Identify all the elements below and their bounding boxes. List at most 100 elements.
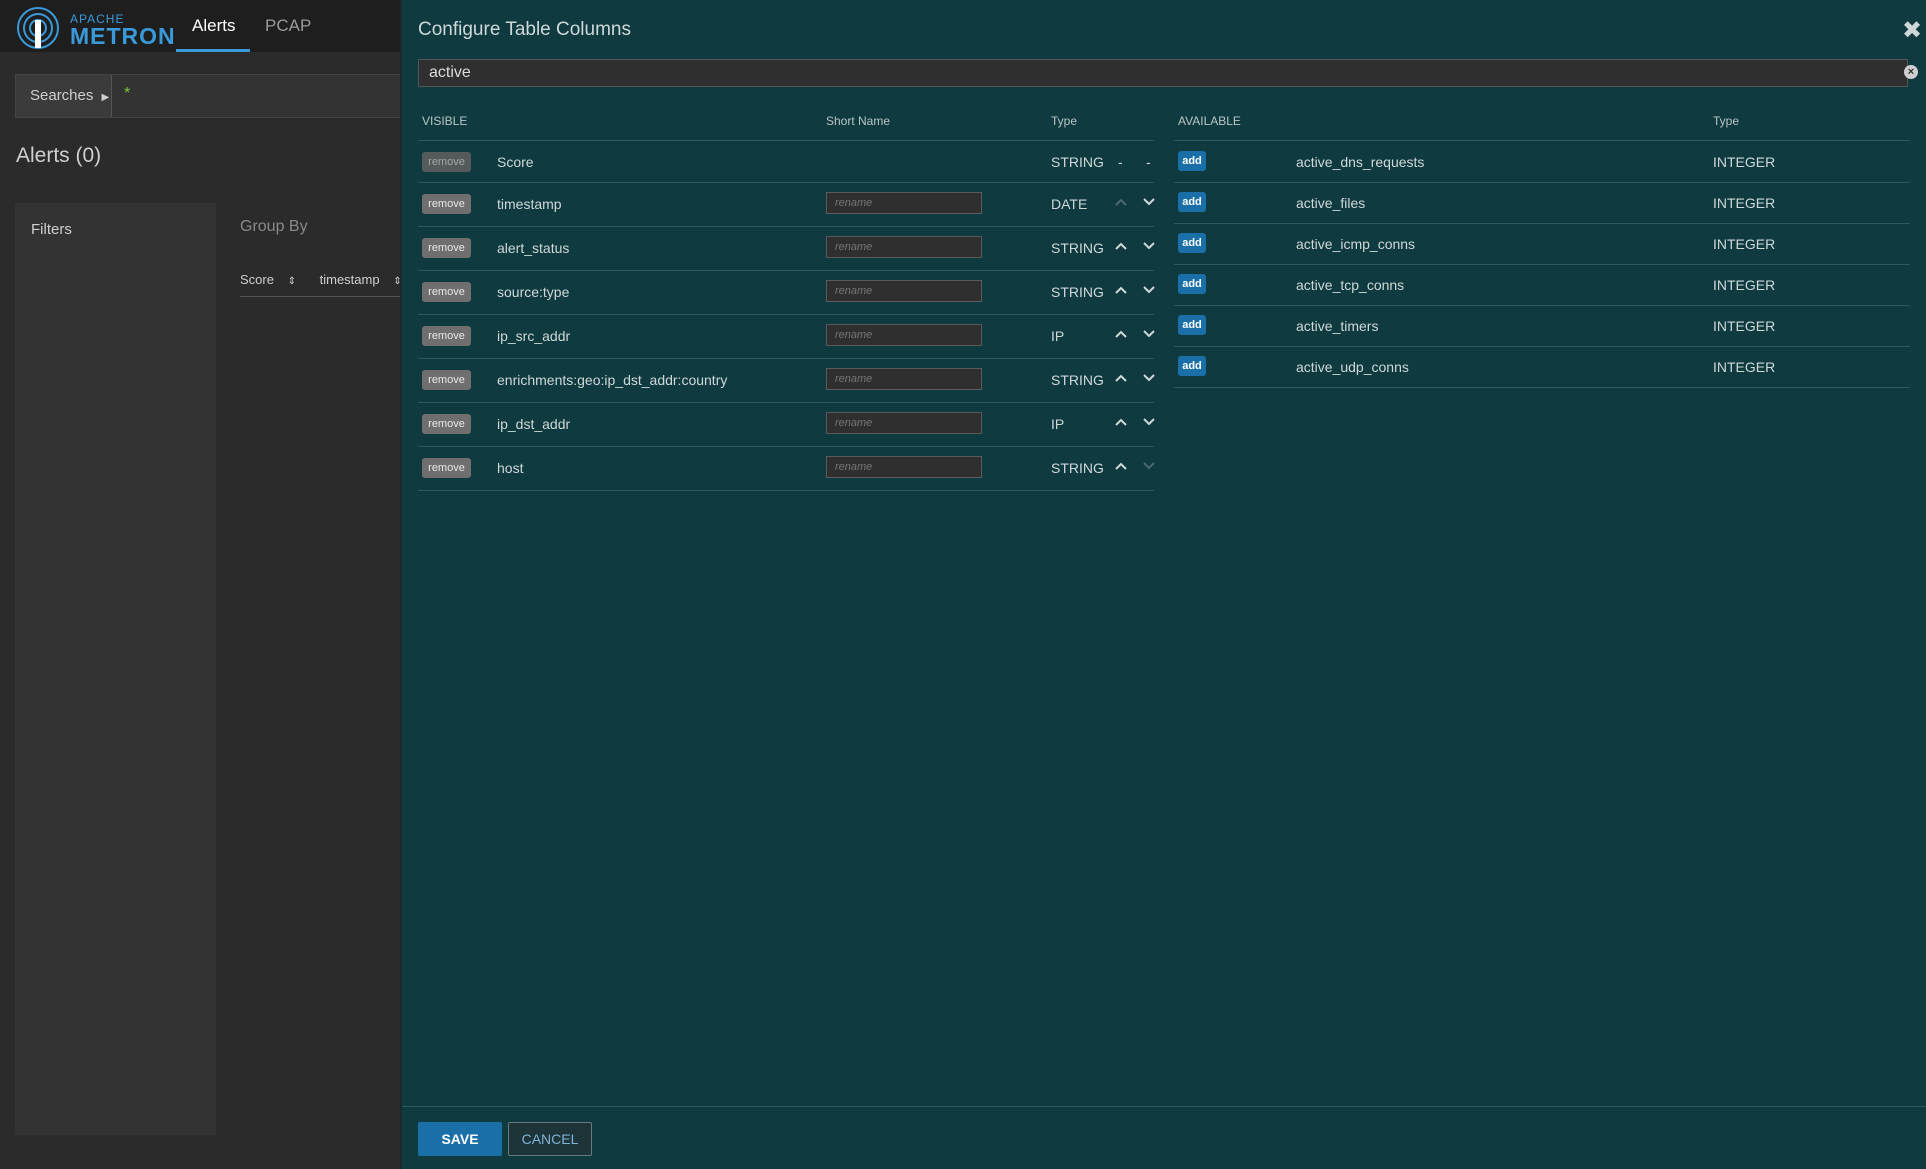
chevron-up-icon[interactable] xyxy=(1112,367,1130,389)
divider xyxy=(240,296,400,297)
save-button[interactable]: SAVE xyxy=(418,1122,502,1156)
available-row-dns-requests: add active_dns_requests INTEGER xyxy=(1174,141,1910,182)
column-name: active_timers xyxy=(1296,318,1379,334)
configure-columns-modal: Configure Table Columns ✖ × VISIBLE Shor… xyxy=(400,0,1926,1169)
metron-logo[interactable]: APACHE METRON xyxy=(16,6,175,49)
group-by-label: Group By xyxy=(240,218,308,235)
column-name: ip_src_addr xyxy=(497,328,571,344)
available-row-udp-conns: add active_udp_conns INTEGER xyxy=(1174,346,1910,387)
chevron-up-icon[interactable] xyxy=(1112,411,1130,433)
remove-button[interactable]: remove xyxy=(422,282,471,302)
visible-row-ip-src-addr: remove ip_src_addr IP xyxy=(418,314,1155,358)
header-available-type: Type xyxy=(1713,114,1740,128)
rename-input[interactable] xyxy=(826,280,982,302)
divider xyxy=(418,490,1154,491)
add-button[interactable]: add xyxy=(1178,151,1206,171)
column-name: alert_status xyxy=(497,240,570,256)
rename-input[interactable] xyxy=(826,456,982,478)
column-type: STRING xyxy=(1051,460,1104,476)
column-name: Score xyxy=(497,154,534,170)
column-name: host xyxy=(497,460,524,476)
searches-button[interactable]: Searches ▶ xyxy=(16,75,112,117)
column-filter-input[interactable] xyxy=(418,59,1908,87)
chevron-up-icon[interactable] xyxy=(1112,235,1130,257)
remove-button[interactable]: remove xyxy=(422,458,471,478)
remove-button[interactable]: remove xyxy=(422,194,471,214)
header-type: Type xyxy=(1051,114,1078,128)
visible-row-alert-status: remove alert_status STRING xyxy=(418,226,1155,270)
divider xyxy=(1174,346,1910,347)
divider xyxy=(418,314,1154,315)
chevron-down-icon[interactable] xyxy=(1140,411,1158,433)
add-button[interactable]: add xyxy=(1178,233,1206,253)
caret-right-icon: ▶ xyxy=(101,92,110,103)
chevron-down-icon[interactable] xyxy=(1140,323,1158,345)
brand-top: APACHE xyxy=(70,12,125,26)
sort-icon: ⇕ xyxy=(287,276,296,287)
column-timestamp[interactable]: timestamp ⇕ xyxy=(319,272,402,287)
brand-main: METRON xyxy=(70,23,176,49)
add-button[interactable]: add xyxy=(1178,274,1206,294)
divider xyxy=(418,140,1154,141)
visible-row-source-type: remove source:type STRING xyxy=(418,270,1155,314)
column-name: active_udp_conns xyxy=(1296,359,1409,375)
clear-filter-icon[interactable]: × xyxy=(1904,65,1918,79)
header-short-name: Short Name xyxy=(826,114,891,128)
sort-icon: ⇕ xyxy=(393,276,402,287)
visible-row-timestamp: remove timestamp DATE xyxy=(418,182,1155,226)
search-query-input[interactable]: * xyxy=(124,85,131,102)
column-name: active_files xyxy=(1296,195,1366,211)
divider xyxy=(1174,223,1910,224)
rename-input[interactable] xyxy=(826,236,982,258)
chevron-up-icon[interactable] xyxy=(1112,455,1130,477)
rename-input[interactable] xyxy=(826,192,982,214)
header-available: AVAILABLE xyxy=(1178,114,1241,128)
divider xyxy=(418,226,1154,227)
column-name: enrichments:geo:ip_dst_addr:country xyxy=(497,372,728,388)
rename-input[interactable] xyxy=(826,368,982,390)
chevron-down-icon[interactable] xyxy=(1140,235,1158,257)
rename-input[interactable] xyxy=(826,412,982,434)
column-type: INTEGER xyxy=(1713,236,1776,252)
divider xyxy=(418,358,1154,359)
column-type: INTEGER xyxy=(1713,277,1776,293)
column-score[interactable]: Score ⇕ xyxy=(240,272,296,287)
chevron-up-icon[interactable] xyxy=(1112,279,1130,301)
move-down-placeholder: - xyxy=(1146,154,1151,170)
active-tab-indicator xyxy=(176,49,250,52)
rename-input[interactable] xyxy=(826,324,982,346)
remove-button[interactable]: remove xyxy=(422,326,471,346)
tab-pcap[interactable]: PCAP xyxy=(265,16,312,35)
chevron-down-icon[interactable] xyxy=(1140,279,1158,301)
visible-row-geo-country: remove enrichments:geo:ip_dst_addr:count… xyxy=(418,358,1155,402)
column-type: INTEGER xyxy=(1713,359,1776,375)
remove-button[interactable]: remove xyxy=(422,370,471,390)
remove-button[interactable]: remove xyxy=(422,152,471,172)
remove-button[interactable]: remove xyxy=(422,238,471,258)
column-name: active_tcp_conns xyxy=(1296,277,1405,293)
filters-panel: Filters xyxy=(15,203,216,1135)
chevron-down-icon[interactable] xyxy=(1140,367,1158,389)
alerts-table-header: Score ⇕ timestamp ⇕ xyxy=(240,272,422,287)
column-name: ip_dst_addr xyxy=(497,416,571,432)
cancel-button[interactable]: CANCEL xyxy=(508,1122,592,1156)
add-button[interactable]: add xyxy=(1178,356,1206,376)
column-name: active_icmp_conns xyxy=(1296,236,1416,252)
column-type: IP xyxy=(1051,328,1065,344)
column-type: STRING xyxy=(1051,154,1104,170)
add-button[interactable]: add xyxy=(1178,192,1206,212)
visible-row-ip-dst-addr: remove ip_dst_addr IP xyxy=(418,402,1155,446)
tab-alerts[interactable]: Alerts xyxy=(192,16,236,35)
column-type: STRING xyxy=(1051,372,1104,388)
metron-logo-icon xyxy=(17,7,59,49)
chevron-down-icon[interactable] xyxy=(1140,191,1158,213)
close-icon[interactable]: ✖ xyxy=(1902,17,1923,44)
column-type: STRING xyxy=(1051,284,1104,300)
column-name: timestamp xyxy=(497,196,562,212)
chevron-up-icon[interactable] xyxy=(1112,323,1130,345)
chevron-down-icon xyxy=(1140,455,1158,477)
divider xyxy=(418,446,1154,447)
searches-label: Searches xyxy=(30,87,94,104)
add-button[interactable]: add xyxy=(1178,315,1206,335)
remove-button[interactable]: remove xyxy=(422,414,471,434)
